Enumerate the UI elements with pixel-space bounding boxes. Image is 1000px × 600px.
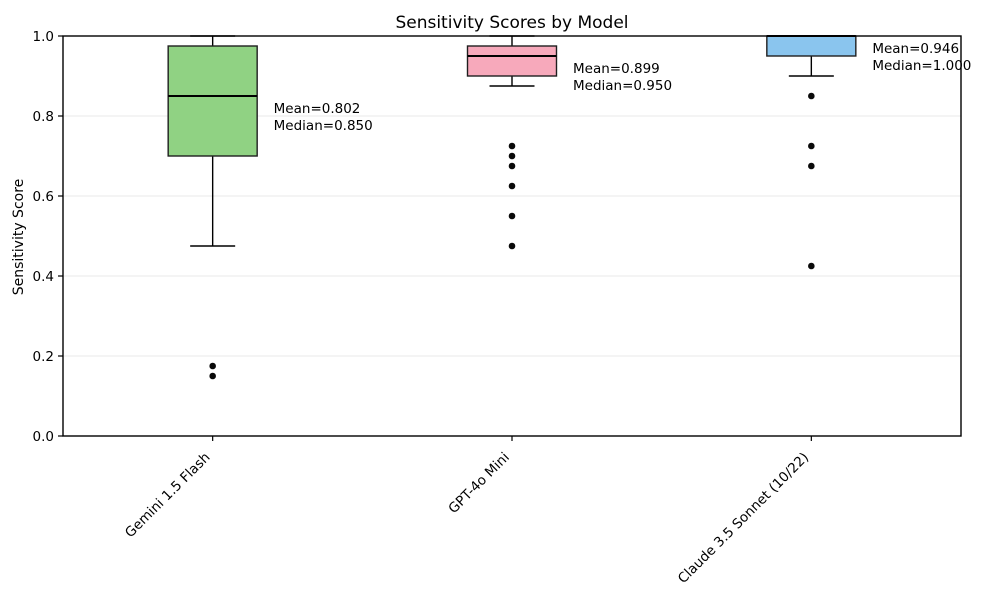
outlier-dot [508, 182, 516, 190]
outlier-dot [808, 162, 815, 170]
chart-title: Sensitivity Scores by Model [395, 13, 629, 33]
y-tick-label: 0.0 [33, 429, 54, 445]
outlier-dot [808, 262, 815, 270]
annotation-line: Mean=0.946 [872, 41, 959, 57]
outlier-dot [209, 362, 216, 370]
y-tick-label: 0.2 [33, 349, 54, 365]
outlier-dot [808, 92, 815, 100]
box-1 [466, 45, 558, 77]
outlier-dot [508, 152, 516, 160]
annotation-line: Mean=0.899 [573, 61, 660, 77]
y-tick-label: 0.4 [33, 269, 54, 285]
box-2 [766, 35, 857, 57]
annotation-line: Median=0.950 [573, 78, 672, 94]
outlier-dot [508, 162, 516, 170]
y-tick-label: 0.6 [33, 189, 54, 205]
outlier-dot [209, 372, 216, 380]
annotation-line: Median=1.000 [872, 58, 971, 74]
outlier-dot [508, 142, 516, 150]
x-tick-label: Gemini 1.5 Flash [122, 450, 214, 542]
outlier-dot [508, 242, 516, 250]
x-tick-label: GPT-4o Mini [445, 450, 512, 517]
outlier-dot [808, 142, 815, 150]
annotation-line: Median=0.850 [274, 118, 373, 134]
outlier-dot [508, 212, 516, 220]
x-tick-label: Claude 3.5 Sonnet (10/22) [675, 450, 812, 587]
annotation-line: Mean=0.802 [274, 101, 361, 117]
y-tick-label: 1.0 [33, 29, 54, 45]
y-tick-label: 0.8 [33, 109, 54, 125]
box-0 [167, 45, 258, 157]
